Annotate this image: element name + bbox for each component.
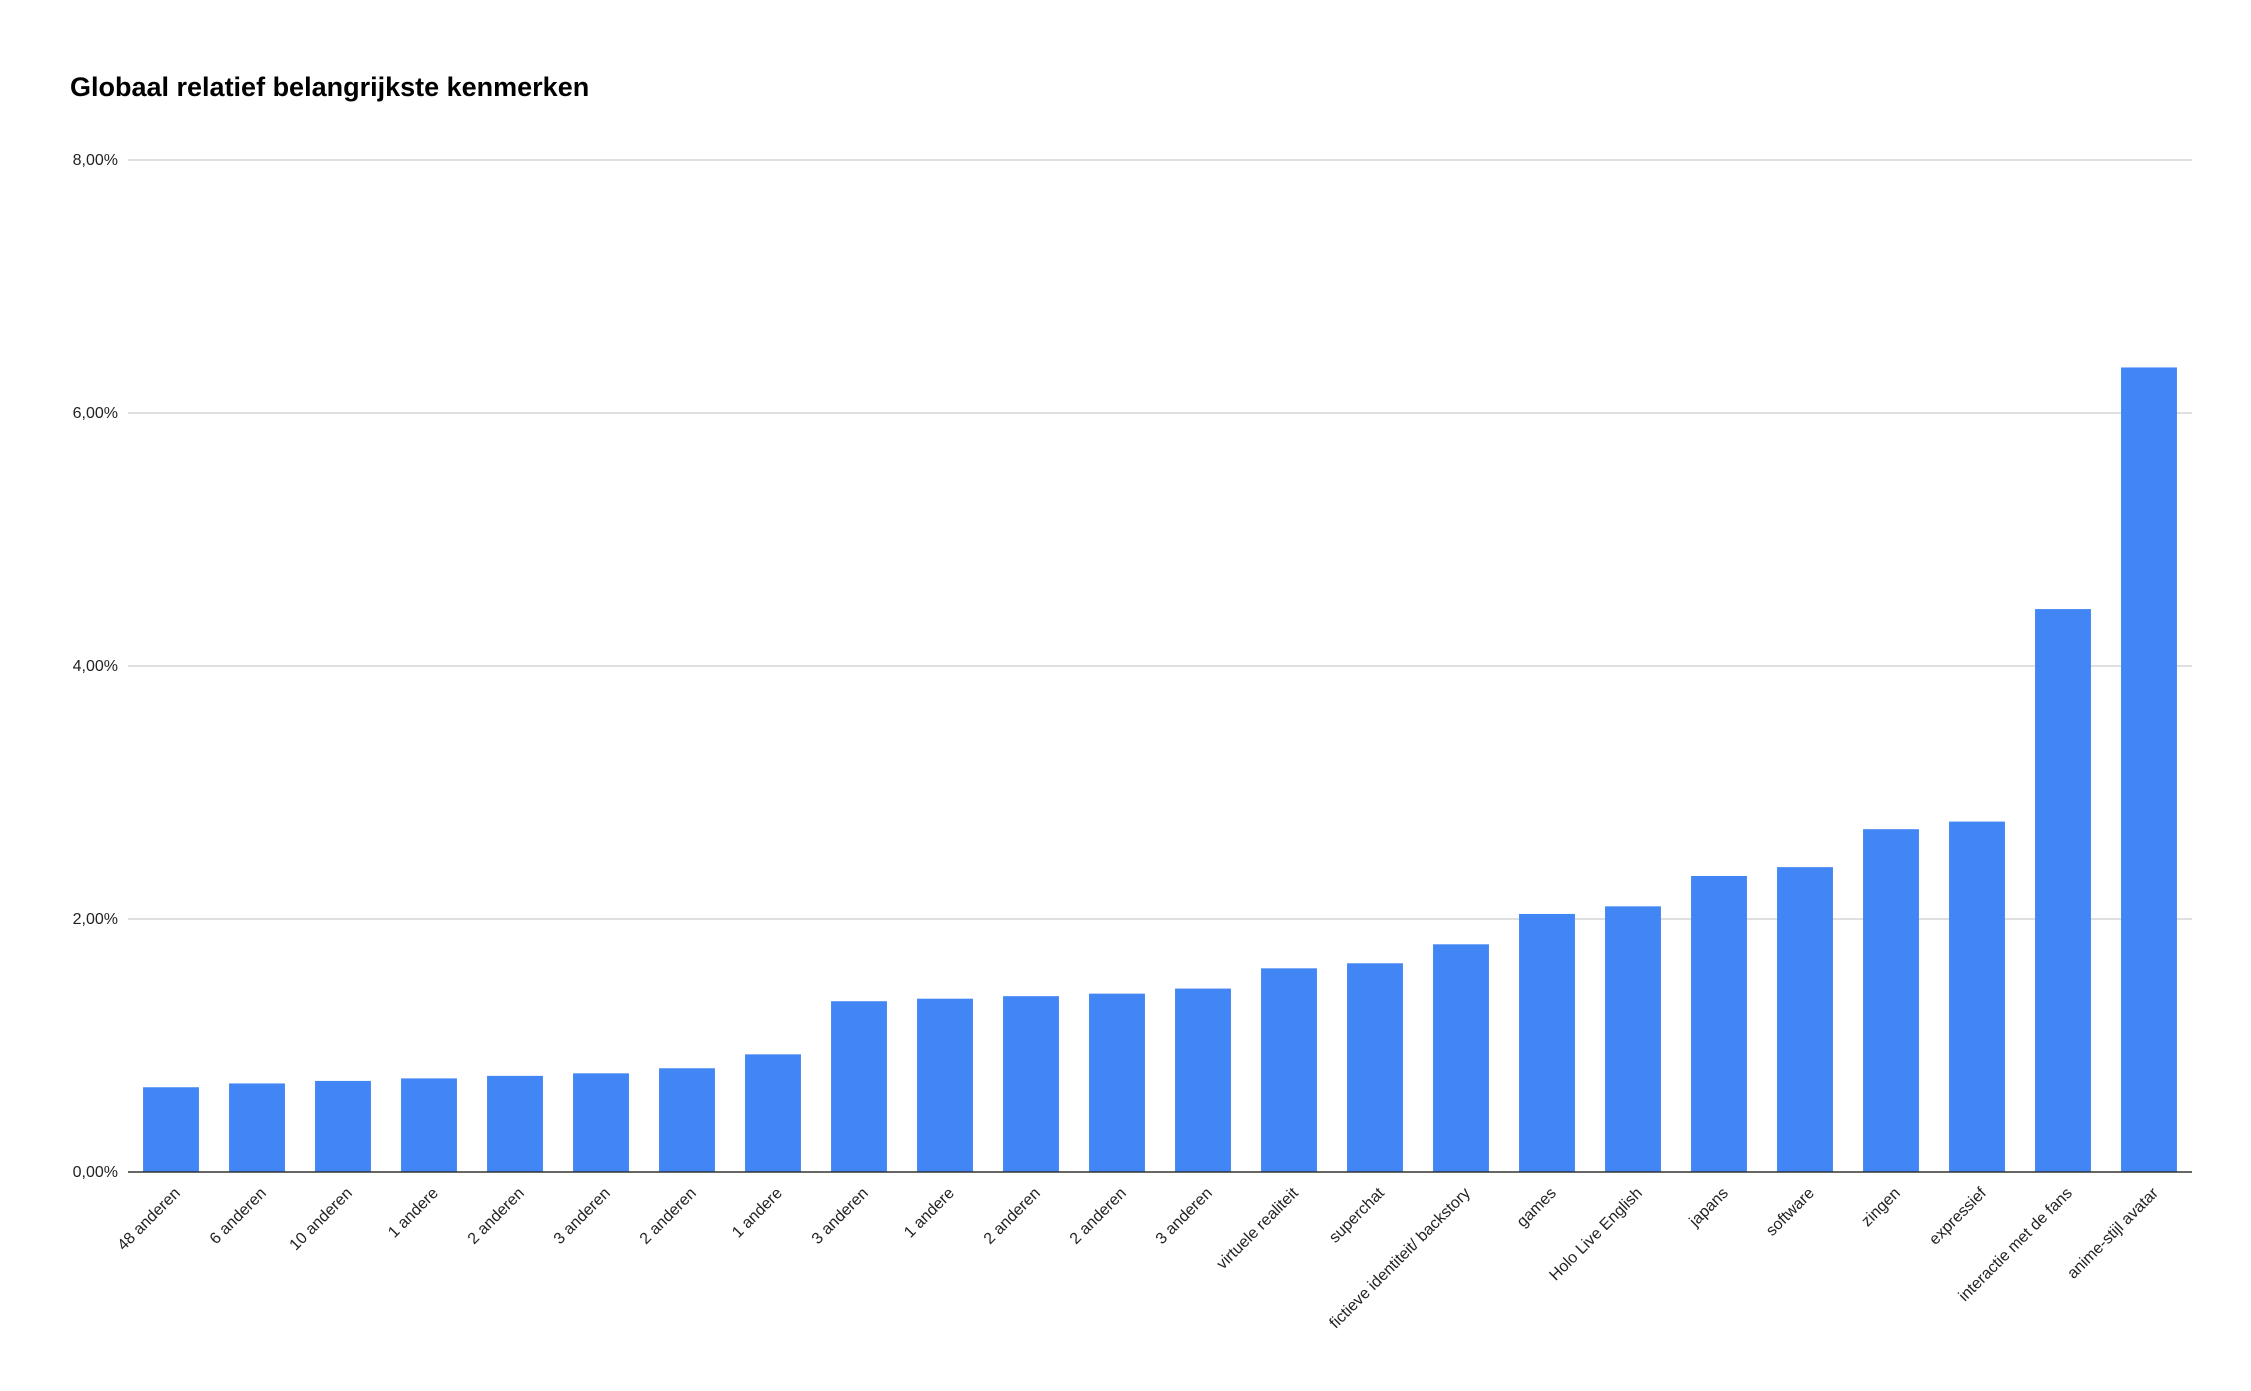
bar xyxy=(229,1083,285,1172)
x-category-label: expressief xyxy=(1926,1184,1990,1248)
bar xyxy=(1519,913,1575,1172)
bar xyxy=(487,1075,543,1172)
bar xyxy=(1175,988,1231,1172)
y-tick-label: 6,00% xyxy=(73,405,118,422)
bar xyxy=(1949,821,2005,1172)
x-category-label: 3 anderen xyxy=(809,1185,872,1248)
bar xyxy=(831,1001,887,1172)
bar xyxy=(2035,609,2091,1172)
x-category-label: 3 anderen xyxy=(1153,1185,1216,1248)
y-tick-label: 0,00% xyxy=(73,1164,118,1181)
x-category-label: zingen xyxy=(1858,1185,1903,1230)
chart-title: Globaal relatief belangrijkste kenmerken xyxy=(70,72,589,102)
x-category-label: anime-stijl avatar xyxy=(2064,1184,2162,1282)
x-category-label: games xyxy=(1514,1185,1560,1231)
bar xyxy=(573,1073,629,1172)
x-category-label: 2 anderen xyxy=(637,1185,700,1248)
bar xyxy=(1261,968,1317,1172)
x-category-label: 1 andere xyxy=(729,1185,786,1242)
bar xyxy=(1089,993,1145,1172)
x-category-label: 10 anderen xyxy=(287,1185,356,1254)
gridlines xyxy=(128,159,2192,920)
bar xyxy=(1863,829,1919,1172)
bar xyxy=(1691,875,1747,1172)
x-category-label: 2 anderen xyxy=(981,1185,1044,1248)
y-tick-label: 2,00% xyxy=(73,911,118,928)
y-tick-label: 8,00% xyxy=(73,152,118,169)
x-axis-category-labels: 48 anderen 6 anderen 10 anderen 1 andere 2 a… xyxy=(115,1184,2163,1332)
x-category-label: 1 andere xyxy=(385,1185,442,1242)
bar xyxy=(1347,963,1403,1172)
bar xyxy=(1605,906,1661,1172)
bar xyxy=(1003,996,1059,1172)
bar xyxy=(1777,867,1833,1172)
x-category-label: 2 anderen xyxy=(465,1185,528,1248)
y-axis-tick-labels: 0,00% 2,00% 4,00% 6,00% 8,00% xyxy=(73,152,118,1181)
bar xyxy=(401,1078,457,1172)
x-category-label: fictieve identiteit/ backstory xyxy=(1327,1185,1474,1332)
x-category-label: superchat xyxy=(1326,1184,1388,1246)
bar xyxy=(917,998,973,1172)
bar xyxy=(315,1080,371,1172)
bars xyxy=(143,367,2177,1173)
x-category-label: 3 anderen xyxy=(551,1185,614,1248)
bar xyxy=(659,1068,715,1172)
x-category-label: japans xyxy=(1686,1185,1732,1231)
y-tick-label: 4,00% xyxy=(73,658,118,675)
bar xyxy=(1433,944,1489,1172)
bar xyxy=(143,1087,199,1172)
x-category-label: 2 anderen xyxy=(1067,1185,1130,1248)
x-category-label: Holo Live English xyxy=(1546,1185,1645,1284)
bar xyxy=(745,1054,801,1172)
x-category-label: 48 anderen xyxy=(115,1185,184,1254)
x-category-label: 6 anderen xyxy=(207,1185,270,1248)
x-category-label: virtuele realiteit xyxy=(1214,1184,1302,1272)
x-category-label: software xyxy=(1763,1185,1818,1240)
x-category-label: 1 andere xyxy=(901,1185,958,1242)
bar xyxy=(2121,367,2177,1173)
